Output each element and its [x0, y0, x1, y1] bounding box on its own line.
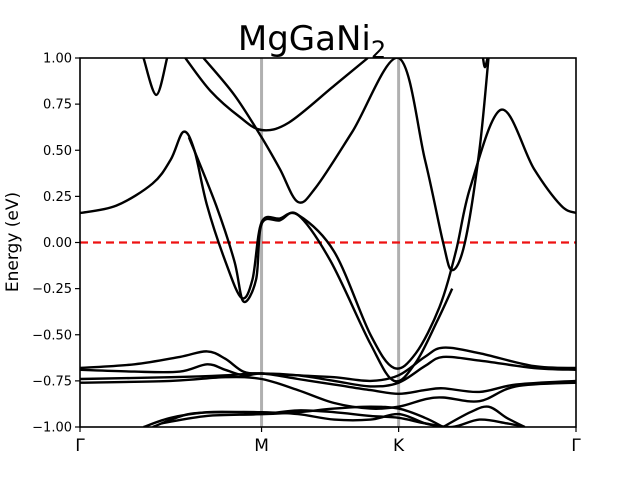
band-line-13: [161, 409, 526, 427]
y-tick-label-3: −0.25: [32, 282, 72, 297]
plot-area: −1.00 −0.75 −0.50 −0.25 0.00 0.25 0.50 0.75 1.00…: [32, 52, 581, 457]
band-line-8: [80, 355, 576, 388]
y-tick-label-0: −1.00: [32, 421, 72, 436]
band-line-6: [481, 58, 489, 69]
y-tick-label-2: −0.50: [32, 328, 72, 343]
y-tick-label-7: 0.75: [43, 98, 72, 113]
band-line-10: [80, 375, 576, 410]
bands-group: [80, 58, 576, 427]
kpoint-label-0: Γ: [75, 436, 85, 456]
y-axis-label: Energy (eV): [3, 192, 23, 292]
y-tick-label-1: −0.75: [32, 374, 72, 389]
y-tick-label-6: 0.50: [43, 144, 72, 159]
band-line-2: [142, 58, 169, 97]
chart-title-subscript: 2: [371, 36, 386, 64]
band-line-3: [184, 58, 369, 132]
chart-title: MgGaNi2: [238, 19, 386, 64]
band-line-4: [202, 58, 490, 272]
y-tick-label-8: 1.00: [43, 52, 72, 67]
y-tick-label-5: 0.25: [43, 190, 72, 205]
band-line-1: [80, 108, 576, 370]
band-line-7: [80, 346, 576, 383]
kpoint-label-1: M: [254, 436, 269, 456]
y-tick-label-4: 0.00: [43, 236, 72, 251]
band-line-9: [80, 372, 576, 395]
band-line-14: [442, 405, 526, 427]
band-line-12: [152, 410, 444, 427]
band-line-5: [187, 136, 454, 383]
kpoint-label-3: Γ: [571, 436, 581, 456]
kpoint-label-2: K: [393, 436, 405, 456]
